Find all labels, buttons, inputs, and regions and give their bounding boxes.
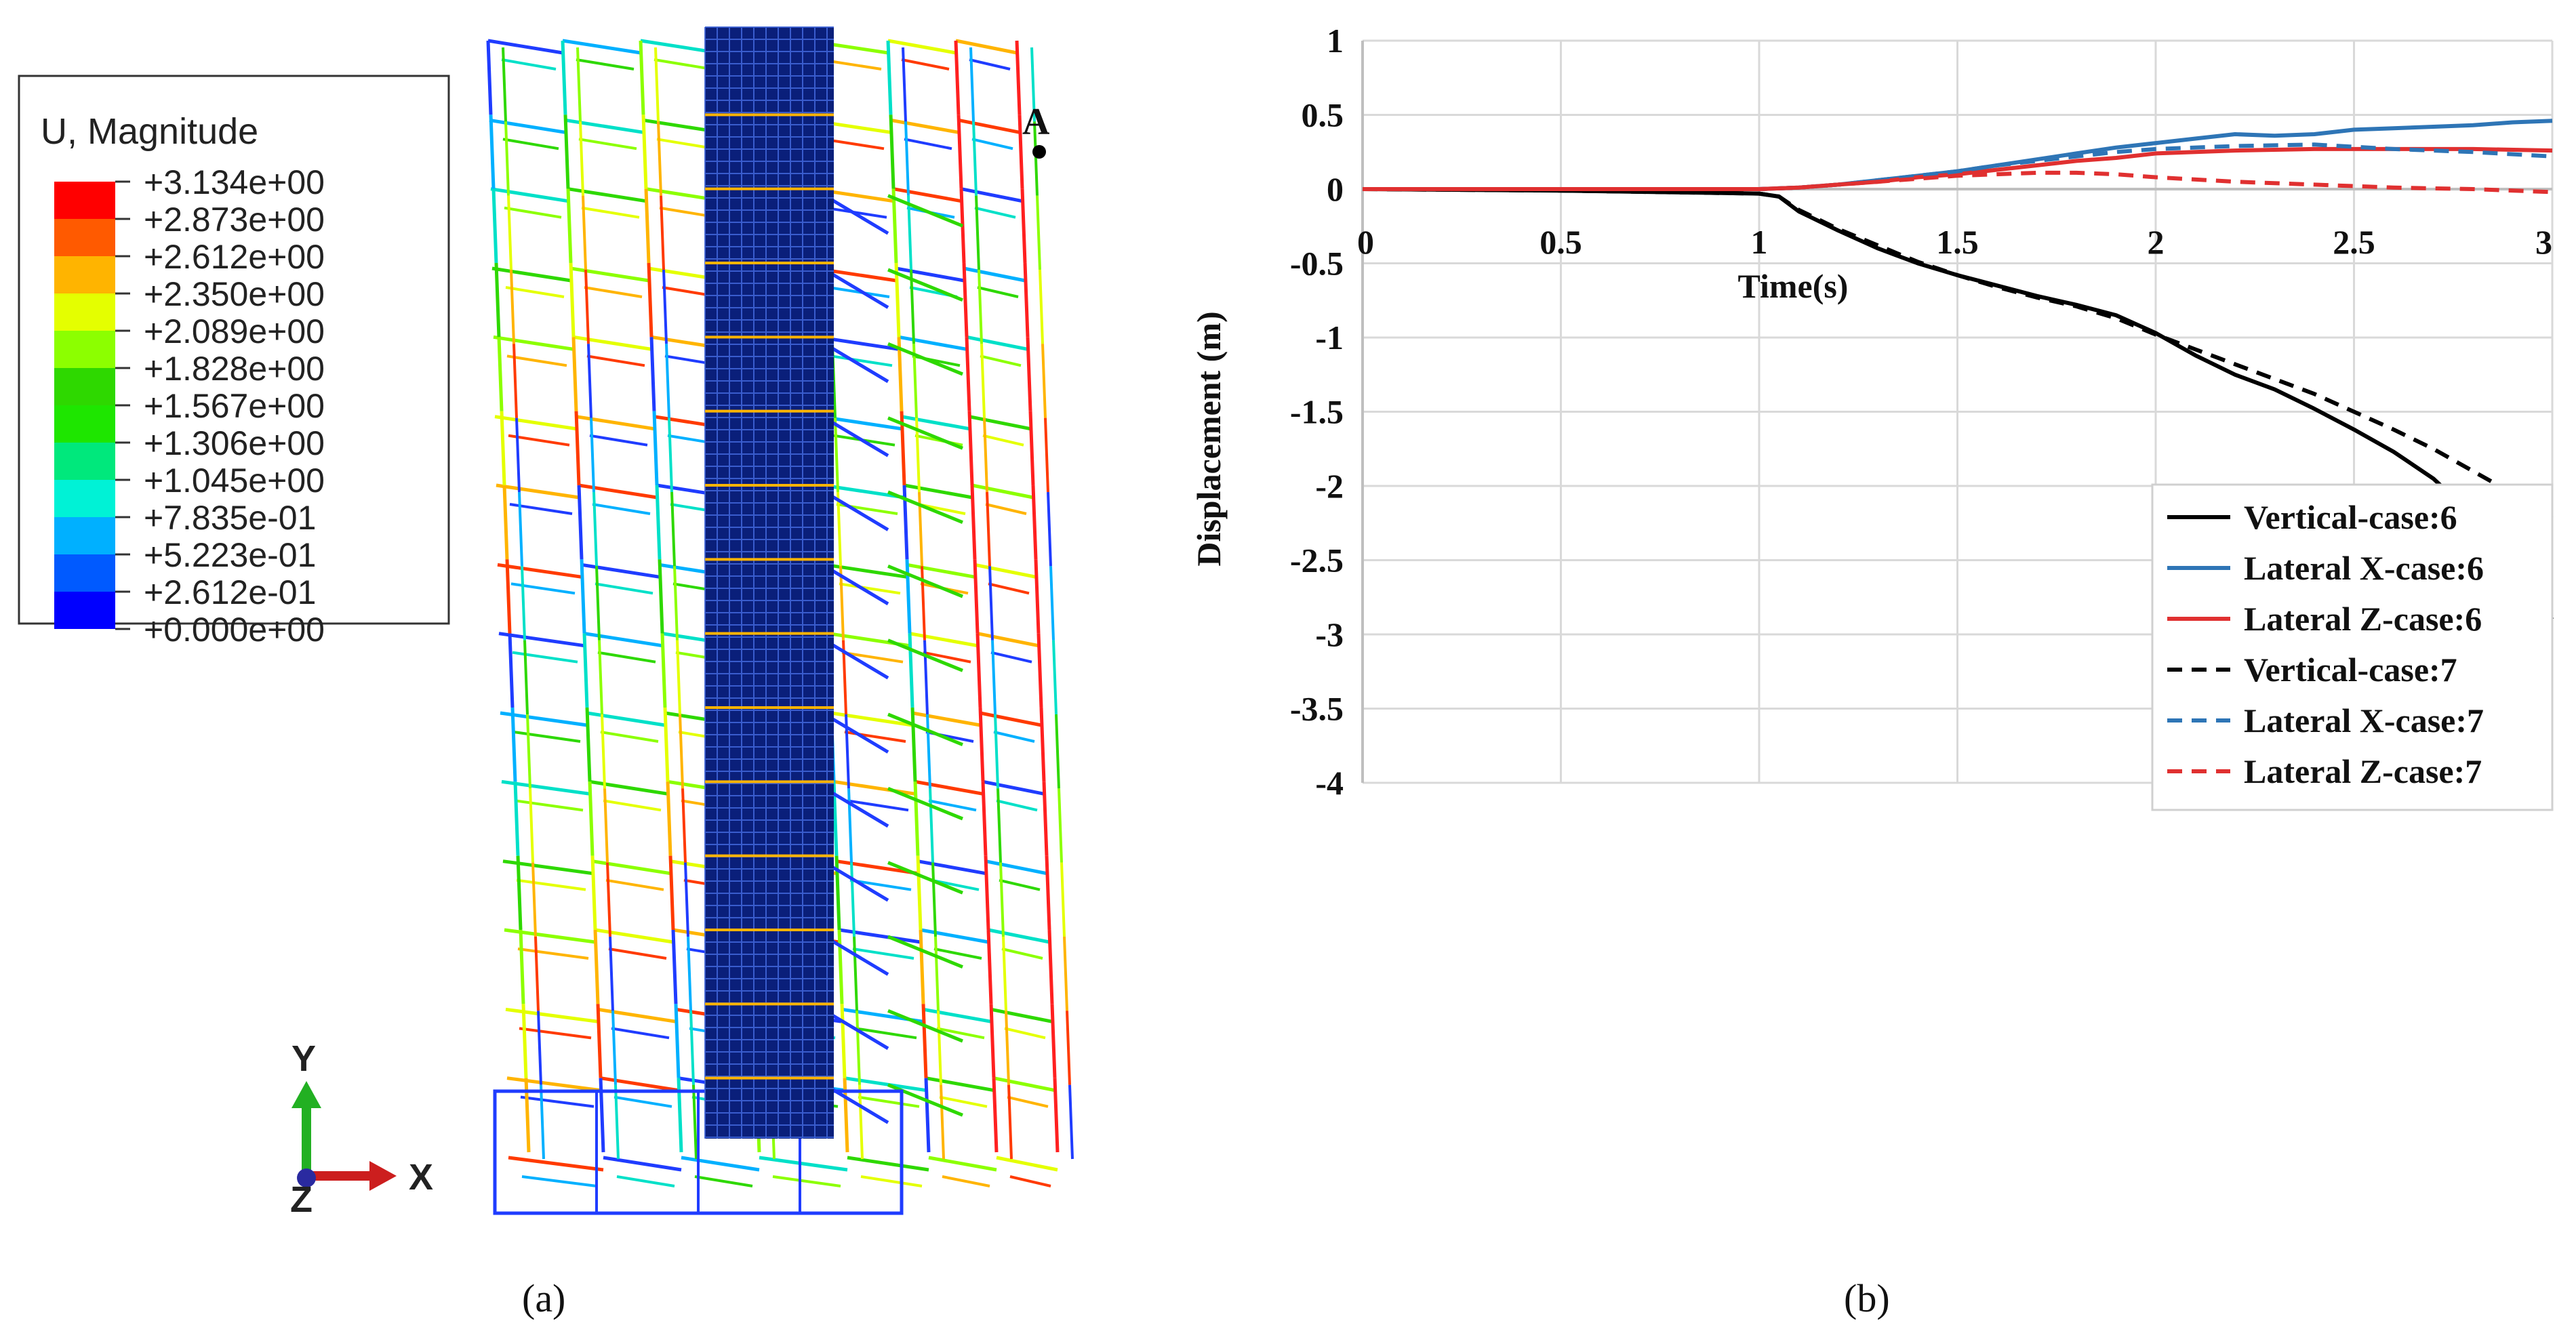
axis-triad: Y X Z [290,1038,433,1220]
x-tick-label: 3 [2535,223,2552,261]
x-tick-label: 0.5 [1539,223,1582,261]
y-tick-label: -0.5 [1290,245,1344,283]
legend-level-label: +2.612e-01 [144,573,316,611]
caption-a: (a) [522,1276,565,1320]
series-line-6 [1363,170,2553,195]
legend-swatch [54,517,115,554]
legend-entry-label: Lateral X-case:7 [2244,701,2484,739]
legend-entry-label: Lateral Z-case:6 [2244,600,2482,638]
legend-swatch [54,182,115,219]
legend-labels: +3.134e+00+2.873e+00+2.612e+00+2.350e+00… [115,163,325,649]
y-tick-label: -1.5 [1290,393,1344,431]
x-tick-labels: 0 0.5 1 1.5 2 2.5 3 [1357,223,2552,261]
legend-level-label: +1.828e+00 [144,350,325,388]
x-tick-label: 0 [1357,223,1374,261]
legend-entry-label: Vertical-case:6 [2244,498,2457,536]
legend-level-label: +1.045e+00 [144,462,325,500]
legend-level-label: +1.567e+00 [144,387,325,425]
point-a-label: A [1022,101,1050,143]
building-wireframe [486,26,1074,1215]
y-tick-label: -3.5 [1290,690,1344,728]
legend-swatch [54,592,115,629]
y-tick-label: -3 [1315,615,1344,653]
legend-level-label: +1.306e+00 [144,424,325,462]
x-axis-label: Time(s) [1738,267,1849,305]
legend-level-label: +0.000e+00 [144,611,325,649]
chart-legend: Vertical-case:6 Lateral X-case:6 Lateral Z… [2151,483,2554,811]
axis-z-label: Z [290,1179,313,1220]
legend-level-label: +7.835e-01 [144,499,316,537]
legend-title: U, Magnitude [41,111,258,152]
caption-b: (b) [1844,1276,1890,1320]
fe-model-figure: U, Magnitude +3.134e+00+2.873e+00+2.612e… [18,26,1074,1320]
y-tick-label: -2.5 [1290,542,1344,579]
panel-a: U, Magnitude +3.134e+00 +2.873e+00 +2.612e… [0,0,1085,1341]
legend-swatches [54,182,115,629]
legend-swatch [54,331,115,368]
axis-x-label: X [409,1157,433,1198]
legend-level-label: +2.350e+00 [144,275,325,313]
legend-swatch [54,256,115,293]
legend-entry-label: Lateral X-case:6 [2244,549,2484,587]
legend-entry-label: Vertical-case:7 [2244,651,2457,689]
legend-level-label: +2.089e+00 [144,312,325,350]
series-layer [1362,119,2554,621]
y-axis-label: Displacement (m) [1190,311,1228,566]
legend-level-label: +5.223e-01 [144,536,316,574]
series-line-1 [1362,187,2554,621]
y-tick-label: -1 [1315,319,1344,357]
point-a-marker [1032,145,1046,159]
contour-legend: U, Magnitude +3.134e+00+2.873e+00+2.612e… [18,75,450,649]
y-tick-labels: 1 0.5 0 -0.5 -1 -1.5 -2 -2.5 -3 -3.5 -4 [1290,22,1344,802]
x-tick-label: 2 [2148,223,2165,261]
y-tick-label: 0.5 [1302,96,1344,134]
x-tick-label: 1 [1751,223,1768,261]
legend-swatch [54,554,115,592]
legend-swatch [54,405,115,443]
y-tick-label: 1 [1327,22,1344,60]
legend-level-label: +2.612e+00 [144,238,325,276]
legend-entry-label: Lateral Z-case:7 [2244,752,2482,790]
y-tick-label: -4 [1315,764,1344,802]
legend-level-label: +3.134e+00 [144,163,325,201]
x-tick-label: 1.5 [1936,223,1979,261]
y-tick-label: 0 [1327,170,1344,208]
legend-swatch [54,293,115,331]
series-line-4 [1362,187,2554,521]
legend-swatch [54,219,115,256]
y-tick-label: -2 [1315,467,1344,505]
x-tick-label: 2.5 [2333,223,2375,261]
legend-level-label: +2.873e+00 [144,201,325,239]
axis-y-label: Y [291,1038,316,1079]
panel-b: 0 0.5 1 1.5 2 2.5 3 1 0.5 0 -0.5 -1 -1.5 -2 -2.5 -3 -3.… [1085,0,2576,1341]
legend-swatch [54,443,115,480]
legend-swatch [54,480,115,517]
legend-swatch [54,368,115,405]
displacement-chart: 0 0.5 1 1.5 2 2.5 3 1 0.5 0 -0.5 -1 -1.5 -2 -2.5 -3 -3.… [1190,22,2554,1320]
